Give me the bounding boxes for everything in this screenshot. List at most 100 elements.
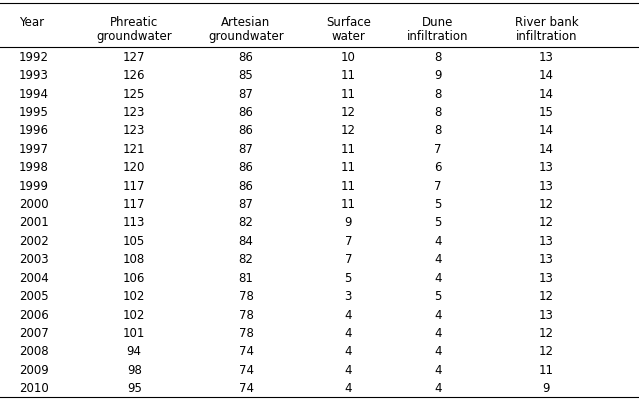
Text: 2009: 2009 (19, 363, 49, 376)
Text: 117: 117 (123, 198, 146, 211)
Text: 117: 117 (123, 179, 146, 192)
Text: 87: 87 (238, 198, 254, 211)
Text: 81: 81 (238, 271, 254, 284)
Text: 12: 12 (539, 344, 554, 358)
Text: 8: 8 (434, 87, 442, 100)
Text: 98: 98 (127, 363, 142, 376)
Text: 102: 102 (123, 290, 146, 302)
Text: 1995: 1995 (19, 106, 49, 119)
Text: 84: 84 (238, 234, 254, 247)
Text: 86: 86 (238, 51, 254, 63)
Text: 2005: 2005 (19, 290, 49, 302)
Text: 12: 12 (539, 198, 554, 211)
Text: 15: 15 (539, 106, 554, 119)
Text: 5: 5 (434, 290, 442, 302)
Text: 3: 3 (344, 290, 352, 302)
Text: 87: 87 (238, 87, 254, 100)
Text: 10: 10 (341, 51, 356, 63)
Text: 13: 13 (539, 179, 554, 192)
Text: Dune: Dune (422, 16, 454, 29)
Text: 9: 9 (543, 381, 550, 394)
Text: 85: 85 (238, 69, 254, 82)
Text: 86: 86 (238, 124, 254, 137)
Text: infiltration: infiltration (407, 30, 468, 43)
Text: 4: 4 (434, 363, 442, 376)
Text: 82: 82 (238, 253, 254, 266)
Text: 1994: 1994 (19, 87, 49, 100)
Text: 6: 6 (434, 161, 442, 174)
Text: 102: 102 (123, 308, 146, 321)
Text: 4: 4 (344, 381, 352, 394)
Text: 12: 12 (539, 216, 554, 229)
Text: 9: 9 (434, 69, 442, 82)
Text: 123: 123 (123, 124, 146, 137)
Text: 86: 86 (238, 161, 254, 174)
Text: 11: 11 (341, 87, 356, 100)
Text: 78: 78 (238, 290, 254, 302)
Text: River bank: River bank (514, 16, 578, 29)
Text: 4: 4 (434, 344, 442, 358)
Text: 14: 14 (539, 142, 554, 156)
Text: Phreatic: Phreatic (110, 16, 158, 29)
Text: 113: 113 (123, 216, 146, 229)
Text: 11: 11 (341, 69, 356, 82)
Text: 2008: 2008 (19, 344, 49, 358)
Text: 9: 9 (344, 216, 352, 229)
Text: 74: 74 (238, 363, 254, 376)
Text: 94: 94 (127, 344, 142, 358)
Text: 1997: 1997 (19, 142, 49, 156)
Text: 8: 8 (434, 51, 442, 63)
Text: 7: 7 (344, 234, 352, 247)
Text: 1996: 1996 (19, 124, 49, 137)
Text: 2002: 2002 (19, 234, 49, 247)
Text: 78: 78 (238, 326, 254, 339)
Text: groundwater: groundwater (96, 30, 172, 43)
Text: 13: 13 (539, 161, 554, 174)
Text: 4: 4 (434, 381, 442, 394)
Text: 2006: 2006 (19, 308, 49, 321)
Text: 5: 5 (344, 271, 352, 284)
Text: groundwater: groundwater (208, 30, 284, 43)
Text: 4: 4 (434, 308, 442, 321)
Text: 5: 5 (434, 198, 442, 211)
Text: 1992: 1992 (19, 51, 49, 63)
Text: 2010: 2010 (19, 381, 49, 394)
Text: 74: 74 (238, 381, 254, 394)
Text: 1999: 1999 (19, 179, 49, 192)
Text: 7: 7 (344, 253, 352, 266)
Text: 95: 95 (127, 381, 142, 394)
Text: 5: 5 (434, 216, 442, 229)
Text: 13: 13 (539, 234, 554, 247)
Text: 1998: 1998 (19, 161, 49, 174)
Text: 11: 11 (539, 363, 554, 376)
Text: 74: 74 (238, 344, 254, 358)
Text: 14: 14 (539, 124, 554, 137)
Text: 2001: 2001 (19, 216, 49, 229)
Text: Surface: Surface (326, 16, 371, 29)
Text: 108: 108 (123, 253, 145, 266)
Text: 4: 4 (434, 326, 442, 339)
Text: 123: 123 (123, 106, 146, 119)
Text: 4: 4 (344, 326, 352, 339)
Text: 8: 8 (434, 106, 442, 119)
Text: 120: 120 (123, 161, 146, 174)
Text: 82: 82 (238, 216, 254, 229)
Text: infiltration: infiltration (516, 30, 577, 43)
Text: 1993: 1993 (19, 69, 49, 82)
Text: water: water (331, 30, 366, 43)
Text: 105: 105 (123, 234, 145, 247)
Text: 7: 7 (434, 142, 442, 156)
Text: 13: 13 (539, 308, 554, 321)
Text: 14: 14 (539, 87, 554, 100)
Text: 127: 127 (123, 51, 146, 63)
Text: 126: 126 (123, 69, 146, 82)
Text: 121: 121 (123, 142, 146, 156)
Text: 86: 86 (238, 179, 254, 192)
Text: 12: 12 (539, 290, 554, 302)
Text: Year: Year (19, 16, 44, 29)
Text: 8: 8 (434, 124, 442, 137)
Text: 87: 87 (238, 142, 254, 156)
Text: 12: 12 (341, 106, 356, 119)
Text: 86: 86 (238, 106, 254, 119)
Text: 4: 4 (344, 308, 352, 321)
